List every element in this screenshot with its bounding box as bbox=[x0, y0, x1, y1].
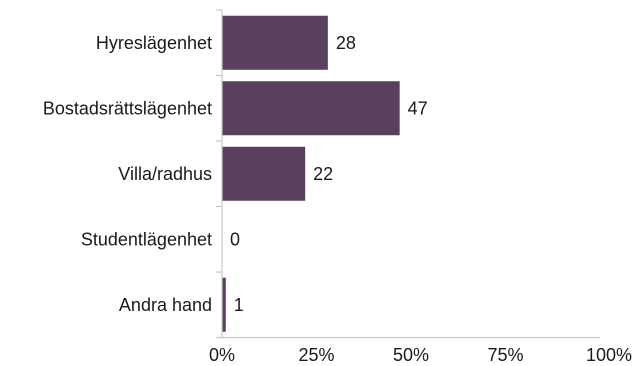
bar-0 bbox=[222, 15, 328, 70]
x-tick-label-0: 0% bbox=[209, 345, 235, 365]
value-label-1: 47 bbox=[408, 98, 428, 118]
value-label-2: 22 bbox=[313, 164, 333, 184]
value-label-3: 0 bbox=[230, 229, 240, 249]
category-label-4: Andra hand bbox=[119, 295, 212, 315]
x-axis-ticks: 0% 25% 50% 75% 100% bbox=[209, 345, 632, 365]
value-labels: 28 47 22 0 1 bbox=[230, 33, 428, 315]
bar-2 bbox=[222, 146, 306, 201]
axes bbox=[216, 9, 600, 339]
x-tick-label-4: 100% bbox=[586, 345, 632, 365]
category-labels: Hyreslägenhet Bostadsrättslägenhet Villa/r… bbox=[43, 33, 212, 315]
bars bbox=[222, 15, 400, 332]
value-label-4: 1 bbox=[234, 295, 244, 315]
x-tick-label-1: 25% bbox=[298, 345, 334, 365]
category-label-1: Bostadsrättslägenhet bbox=[43, 98, 212, 118]
x-tick-label-2: 50% bbox=[393, 345, 429, 365]
bar-1 bbox=[222, 81, 400, 136]
x-tick-label-3: 75% bbox=[487, 345, 523, 365]
category-label-2: Villa/radhus bbox=[118, 164, 212, 184]
bar-4 bbox=[222, 277, 226, 332]
category-label-0: Hyreslägenhet bbox=[96, 33, 212, 53]
category-label-3: Studentlägenhet bbox=[81, 229, 212, 249]
value-label-0: 28 bbox=[336, 33, 356, 53]
